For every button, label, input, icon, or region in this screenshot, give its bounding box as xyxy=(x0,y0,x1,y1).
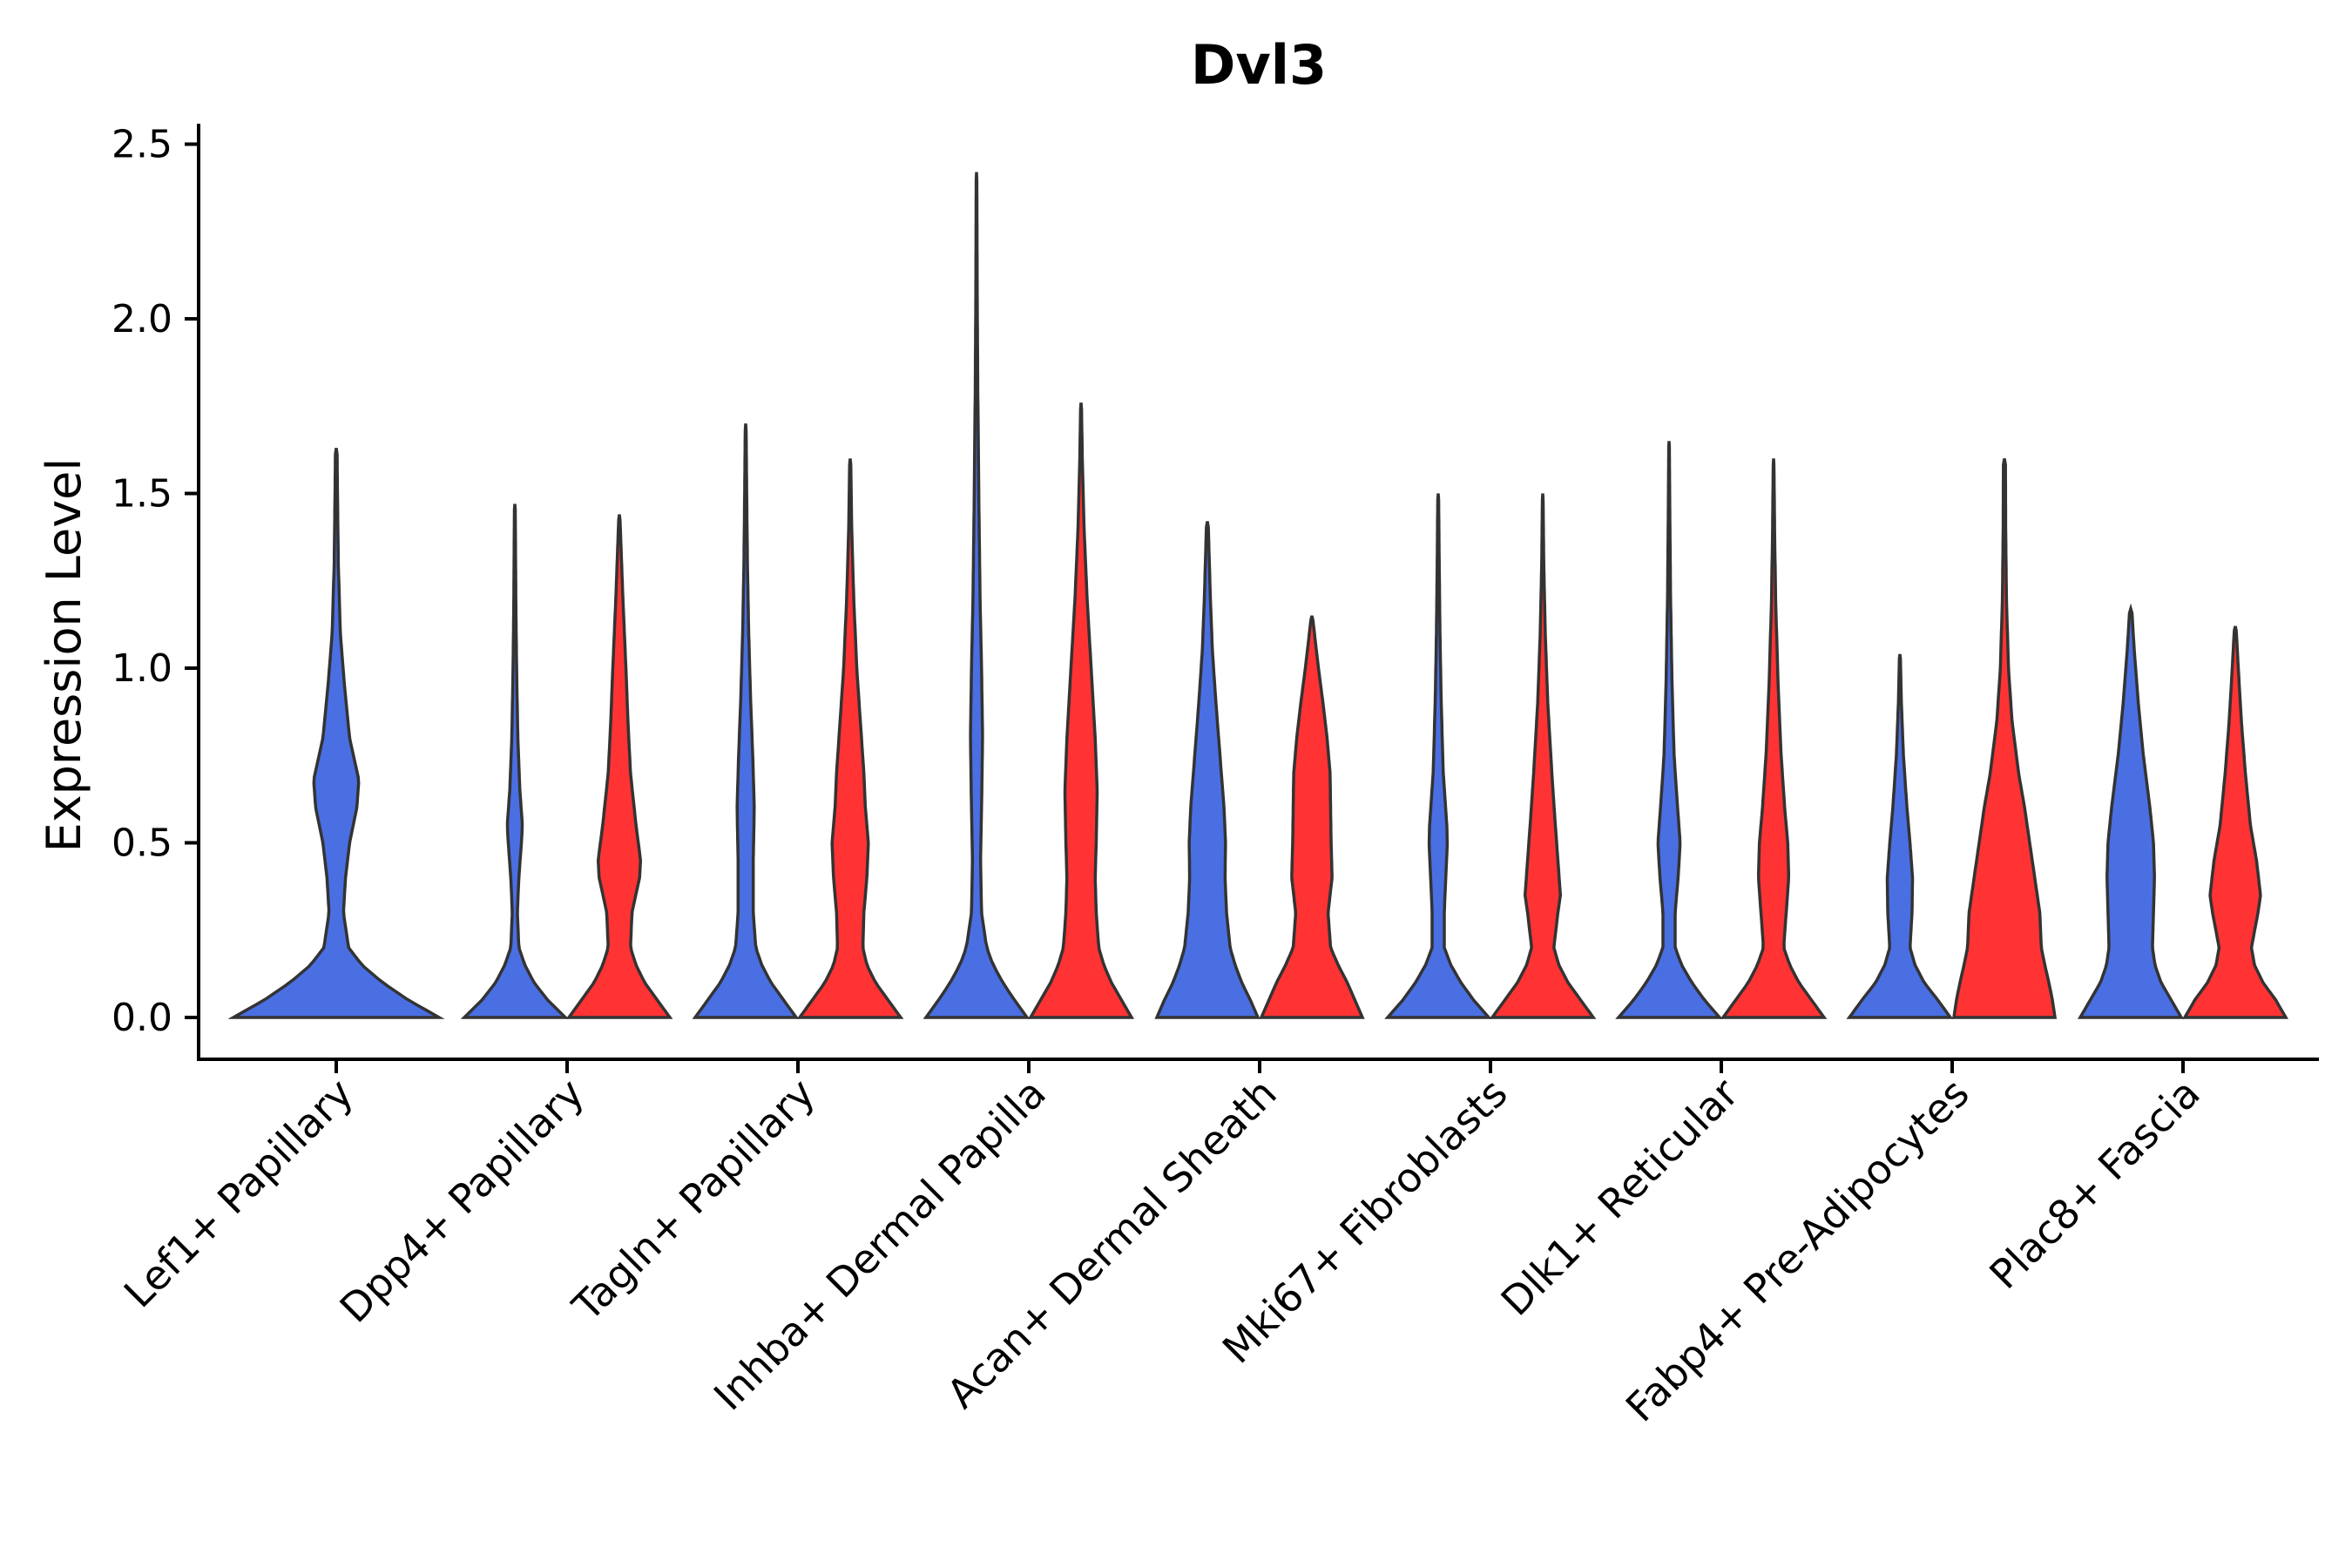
violin-lef1-papillary-group1 xyxy=(227,448,445,1019)
violin-mki67-fibroblasts-group1 xyxy=(1384,493,1492,1019)
x-tick-label: Dlk1+ Reticular xyxy=(1492,1070,1747,1325)
violin-mki67-fibroblasts-group2 xyxy=(1489,493,1597,1019)
violin-fabp4-pre-adipocytes-group2 xyxy=(1951,458,2058,1019)
y-tick-label: 2.5 xyxy=(112,123,172,167)
y-tick-label: 1.5 xyxy=(112,472,172,517)
y-tick-label: 1.0 xyxy=(112,646,172,691)
violin-acan-dermal-sheath-group2 xyxy=(1259,615,1365,1019)
y-axis-ticks: 0.0 0.5 1.0 1.5 2.0 2.5 xyxy=(112,123,199,1040)
violin-dpp4-papillary-group2 xyxy=(565,514,673,1019)
violin-dlk1-reticular-group1 xyxy=(1615,441,1723,1019)
violin-plac8-fascia-group2 xyxy=(2181,625,2289,1019)
violin-tagln-papillary-group1 xyxy=(692,423,800,1019)
violin-fabp4-pre-adipocytes-group1 xyxy=(1846,653,1954,1019)
x-tick-label: Lef1+ Papillary xyxy=(115,1070,362,1317)
violin-inhba-dermal-papilla-group1 xyxy=(923,172,1031,1019)
x-tick-label: Plac8+ Fascia xyxy=(1980,1070,2208,1298)
violin-dlk1-reticular-group2 xyxy=(1720,458,1828,1019)
violin-inhba-dermal-papilla-group2 xyxy=(1027,402,1135,1019)
y-tick-label: 0.0 xyxy=(112,996,172,1040)
y-axis-label: Expression Level xyxy=(37,458,91,853)
x-tick-label: Tagln+ Papillary xyxy=(563,1070,824,1331)
x-tick-label: Dpp4+ Papillary xyxy=(331,1070,593,1332)
violin-acan-dermal-sheath-group1 xyxy=(1154,521,1260,1019)
violin-tagln-papillary-group2 xyxy=(796,458,904,1019)
violin-plac8-fascia-group1 xyxy=(2077,603,2185,1019)
y-tick-label: 0.5 xyxy=(112,821,172,866)
y-tick-label: 2.0 xyxy=(112,297,172,341)
chart-title: Dvl3 xyxy=(1191,33,1327,97)
violin-dpp4-papillary-group1 xyxy=(460,504,570,1019)
violin-layer xyxy=(227,172,2289,1019)
